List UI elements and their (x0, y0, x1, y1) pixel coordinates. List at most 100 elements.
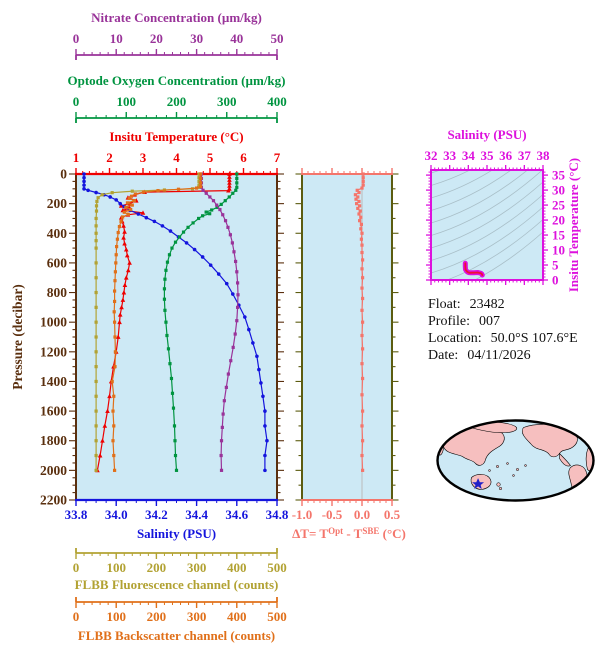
profile-series-oxygen (162, 172, 239, 472)
salinity-tick-label: 33.8 (65, 507, 88, 522)
salinity-axis-title: Salinity (PSU) (137, 526, 216, 541)
main-plot-background (76, 174, 277, 500)
temperature-tick-label: 2 (106, 150, 113, 165)
pressure-tick-label: 0 (60, 167, 67, 182)
location-info-line: Location: 50.0°S 107.6°E (428, 330, 578, 347)
ts-temperature-tick-label: 30 (552, 183, 565, 198)
nitrate-tick-label: 30 (190, 31, 203, 46)
date-info-line: Date: 04/11/2026 (428, 347, 578, 364)
oxygen-tick-label: 0 (73, 94, 80, 109)
ts-series (462, 260, 485, 278)
pressure-tick-label: 1800 (40, 433, 67, 448)
fluorescence-tick-label: 100 (106, 560, 126, 575)
fluorescence-tick-label: 300 (187, 560, 207, 575)
fluorescence-tick-label: 500 (267, 560, 287, 575)
ts-title: Salinity (PSU) (447, 127, 526, 142)
oxygen-axis-title: Optode Oxygen Concentration (µm/kg) (67, 73, 285, 88)
panel-backgrounds (76, 170, 543, 500)
nitrate-tick-label: 40 (230, 31, 243, 46)
delta-t-tick-label: -0.5 (322, 507, 343, 522)
pressure-tick-label: 600 (47, 255, 68, 270)
ts-temperature-tick-label: 15 (552, 228, 566, 243)
profile-value: 007 (479, 314, 500, 329)
oxygen-tick-label: 400 (267, 94, 287, 109)
profile-label: Profile: (428, 314, 470, 329)
fluorescence-tick-label: 400 (227, 560, 247, 575)
pressure-tick-label: 200 (47, 196, 68, 211)
pressure-tick-label: 1200 (40, 344, 67, 359)
nitrate-tick-label: 0 (73, 31, 80, 46)
nitrate-tick-label: 50 (271, 31, 284, 46)
profile-series-salinity (82, 172, 269, 473)
backscatter-tick-label: 0 (73, 609, 80, 624)
delta-t-tick-label: 0.0 (354, 507, 370, 522)
ts-temperature-tick-label: 5 (552, 258, 559, 273)
location-label: Location: (428, 331, 482, 346)
delta-t-background (302, 174, 392, 500)
ts-salinity-tick-label: 33 (443, 148, 457, 163)
world-map (436, 419, 595, 502)
fluorescence-tick-label: 200 (147, 560, 167, 575)
pressure-axis: 0 200 400 600 800 1000 1200 1400 1600 1800 2000 220… (10, 167, 284, 508)
nitrate-axis: 0 10 20 30 40 50 Nitrate Concentration (µm/kg) (73, 10, 284, 60)
profile-info-line: Profile: 007 (428, 313, 578, 330)
float-location-star (472, 478, 485, 490)
delta-t-axis-title: ΔT= TOpt​ - TSBE​ (°C) (292, 526, 406, 541)
fluorescence-axis: 0 100 200 300 400 500 FLBB Fluorescence channe… (73, 548, 287, 592)
pressure-tick-label: 800 (47, 285, 68, 300)
ts-temperature-tick-label: 20 (552, 213, 565, 228)
float-label: Float: (428, 297, 461, 312)
temperature-axis-title: Insitu Temperature (°C) (109, 129, 243, 144)
pressure-axis-title: Pressure (decibar) (10, 284, 25, 390)
date-value: 04/11/2026 (467, 348, 531, 363)
oxygen-tick-label: 100 (117, 94, 137, 109)
float-value: 23482 (469, 297, 505, 312)
pressure-tick-label: 2200 (40, 493, 67, 508)
ts-salinity-tick-label: 35 (481, 148, 495, 163)
ts-ylabel: Insitu Temperature (°C) (566, 158, 581, 292)
ts-temperature-tick-label: 35 (552, 168, 566, 183)
pressure-tick-label: 2000 (40, 463, 67, 478)
temperature-tick-label: 3 (140, 150, 147, 165)
nitrate-axis-title: Nitrate Concentration (µm/kg) (91, 10, 262, 25)
backscatter-tick-label: 400 (227, 609, 247, 624)
salinity-tick-label: 34.0 (105, 507, 128, 522)
ts-temperature-tick-label: 0 (552, 273, 559, 288)
backscatter-axis: 0 100 200 300 400 500 FLBB Backscatter channel… (73, 597, 287, 643)
map-outline (436, 419, 595, 502)
backscatter-tick-label: 200 (147, 609, 167, 624)
salinity-tick-label: 34.6 (225, 507, 248, 522)
temperature-tick-label: 1 (73, 150, 80, 165)
ts-salinity-tick-label: 37 (518, 148, 532, 163)
date-label: Date: (428, 348, 459, 363)
temperature-axis: 1 2 3 4 5 6 7 Insitu Temperature (°C) (73, 129, 281, 174)
temperature-tick-label: 7 (274, 150, 281, 165)
ts-salinity-tick-label: 32 (425, 148, 438, 163)
oxygen-tick-label: 300 (217, 94, 237, 109)
salinity-tick-label: 34.2 (145, 507, 168, 522)
temperature-tick-label: 6 (240, 150, 247, 165)
pressure-tick-label: 400 (47, 226, 68, 241)
backscatter-tick-label: 500 (267, 609, 287, 624)
delta-t-tick-label: 0.5 (384, 507, 401, 522)
float-info: Float: 23482 Profile: 007 Location: 50.0°S … (428, 296, 578, 364)
backscatter-tick-label: 100 (106, 609, 126, 624)
delta-t-panel: -1.0 -0.5 0.0 0.5 ΔT= TOpt​ - TSBE​ (°C) (292, 168, 406, 541)
isopycnal-contours (431, 170, 543, 280)
location-value: 50.0°S 107.6°E (490, 331, 578, 346)
oxygen-axis: 0 100 200 300 400 Optode Oxygen Concentration… (67, 73, 287, 123)
backscatter-axis-title: FLBB Backscatter channel (counts) (78, 628, 275, 643)
ts-salinity-tick-label: 38 (537, 148, 551, 163)
backscatter-tick-label: 300 (187, 609, 207, 624)
pressure-tick-label: 1000 (40, 315, 67, 330)
ts-temperature-tick-label: 10 (552, 243, 565, 258)
salinity-axis: 33.8 34.0 34.2 34.4 34.6 34.8 Salinity (PSU) (65, 500, 289, 541)
salinity-tick-label: 34.4 (185, 507, 208, 522)
ts-background (431, 170, 543, 280)
float-info-line: Float: 23482 (428, 296, 578, 313)
ts-salinity-tick-label: 34 (462, 148, 476, 163)
fluorescence-tick-label: 0 (73, 560, 80, 575)
oxygen-tick-label: 200 (167, 94, 187, 109)
